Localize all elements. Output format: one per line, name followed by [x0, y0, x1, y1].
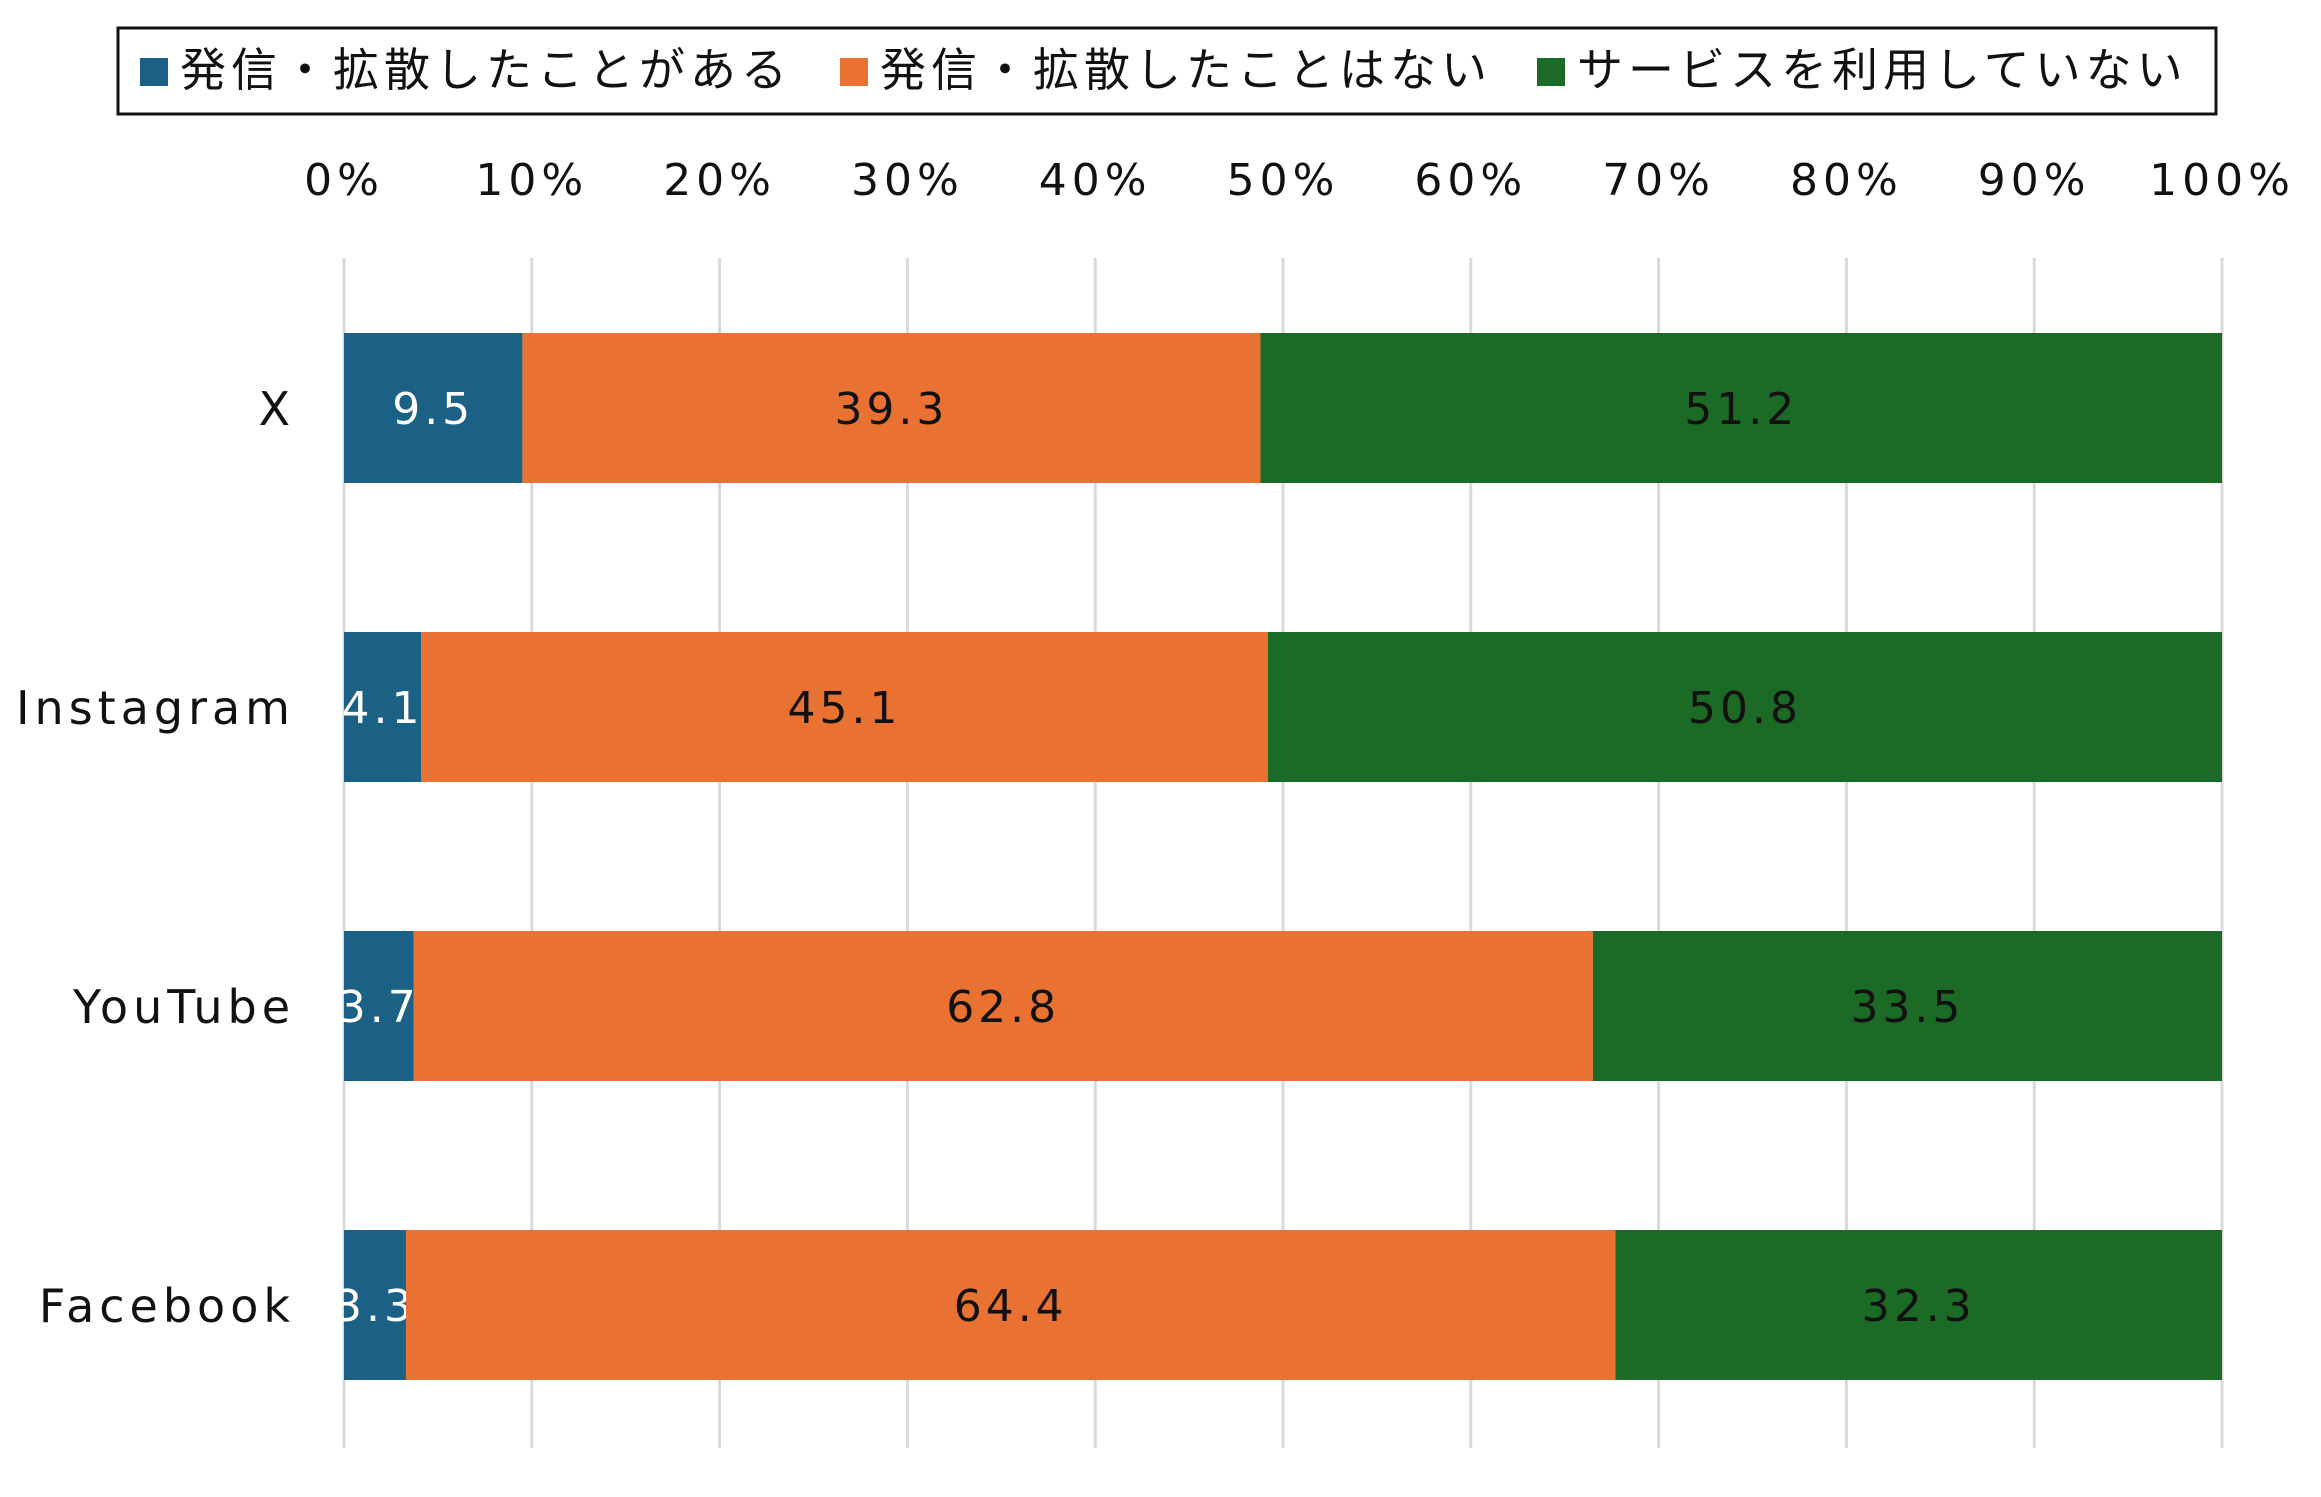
legend-entry-label: サービスを利用していない — [1577, 43, 2188, 97]
legend-swatch — [140, 58, 168, 86]
data-label: 64.4 — [954, 1281, 1068, 1332]
legend-swatch — [840, 58, 868, 86]
bar-segment — [344, 333, 523, 483]
data-label: 9.5 — [392, 384, 474, 435]
x-tick-label: 0% — [304, 155, 384, 206]
x-axis-tick-labels: 0% 10% 20% 30% 40% 50% 60% 70% 80% 90% 100% — [304, 155, 2295, 206]
bar-row: 4.1 45.1 50.8 — [342, 632, 2222, 782]
bar-row: 9.5 39.3 51.2 — [344, 333, 2222, 483]
data-label: 3.7 — [338, 982, 420, 1033]
bar-segment — [1592, 931, 2222, 1081]
bar-segment — [1267, 632, 2222, 782]
x-tick-label: 80% — [1790, 155, 1903, 206]
category-label: Facebook — [39, 1279, 295, 1333]
bar-segment — [1615, 1230, 2222, 1380]
category-label: Instagram — [16, 681, 295, 735]
x-tick-label: 100% — [2149, 155, 2295, 206]
data-label: 39.3 — [834, 384, 948, 435]
legend: 発信・拡散したことがある 発信・拡散したことはない サービスを利用していない — [116, 26, 2218, 116]
data-label: 51.2 — [1684, 384, 1798, 435]
x-tick-label: 10% — [475, 155, 588, 206]
bar-row: 3.7 62.8 33.5 — [338, 931, 2222, 1081]
category-labels: X Instagram YouTube Facebook — [16, 382, 295, 1333]
legend-frame — [116, 26, 2218, 116]
bar-segment — [344, 931, 414, 1081]
category-label: YouTube — [72, 980, 295, 1034]
bar-row: 3.3 64.4 32.3 — [334, 1230, 2222, 1380]
data-label: 33.5 — [1850, 982, 1964, 1033]
bar-segment — [344, 1230, 406, 1380]
x-tick-label: 90% — [1978, 155, 2091, 206]
bar-segment — [344, 632, 421, 782]
bar-segment — [1260, 333, 2222, 483]
bar-segment — [413, 931, 1593, 1081]
data-label: 3.3 — [334, 1281, 416, 1332]
x-tick-label: 50% — [1227, 155, 1340, 206]
legend-entry-label: 発信・拡散したことがある — [180, 43, 792, 97]
x-tick-label: 40% — [1039, 155, 1152, 206]
legend-entry-label: 発信・拡散したことはない — [880, 43, 1492, 97]
legend-swatch — [1537, 58, 1565, 86]
bar-segment — [405, 1230, 1616, 1380]
data-label: 32.3 — [1862, 1281, 1976, 1332]
bar-segment — [420, 632, 1268, 782]
bar-segment — [522, 333, 1261, 483]
data-label: 45.1 — [788, 683, 902, 734]
bars: 9.5 39.3 51.2 4.1 45.1 50.8 3.7 62.8 33.5 3.3 64.4… — [334, 333, 2222, 1380]
data-label: 50.8 — [1688, 683, 1802, 734]
x-tick-label: 60% — [1414, 155, 1527, 206]
x-tick-label: 20% — [663, 155, 776, 206]
data-label: 4.1 — [342, 683, 424, 734]
x-tick-label: 70% — [1602, 155, 1715, 206]
category-label: X — [258, 382, 295, 436]
data-label: 62.8 — [946, 982, 1060, 1033]
x-tick-label: 30% — [851, 155, 964, 206]
